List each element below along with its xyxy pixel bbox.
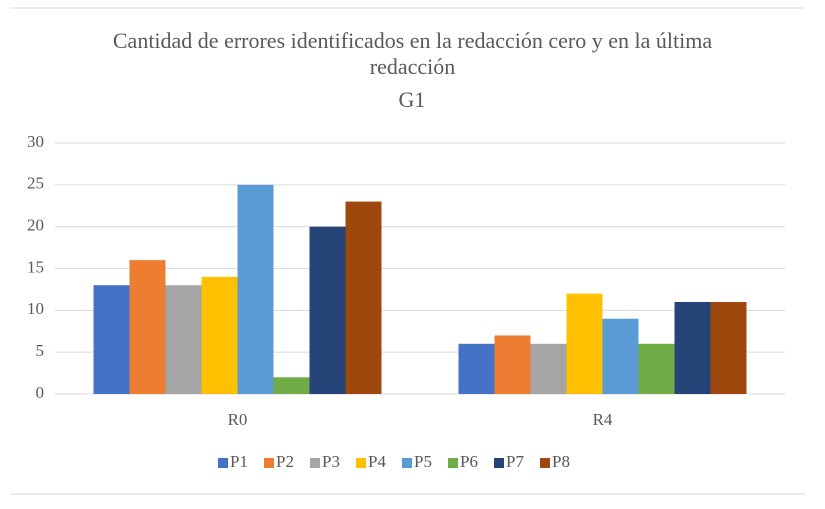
- legend-label: P1: [230, 452, 248, 471]
- bar: [494, 335, 531, 394]
- chart-title: Cantidad de errores identificados en la …: [112, 28, 713, 79]
- legend-swatch: [494, 458, 504, 468]
- y-tick-label: 30: [27, 132, 44, 151]
- legend-swatch: [264, 458, 274, 468]
- bar: [237, 184, 274, 394]
- legend-label: P6: [460, 452, 478, 471]
- bar: [165, 285, 202, 394]
- y-tick-label: 5: [36, 341, 45, 360]
- bar: [530, 343, 567, 394]
- x-tick-label: R4: [593, 410, 613, 429]
- bar: [309, 226, 346, 394]
- legend-swatch: [540, 458, 550, 468]
- y-tick-label: 20: [27, 216, 44, 235]
- legend-label: P8: [552, 452, 570, 471]
- bar: [710, 301, 747, 394]
- y-tick-label: 15: [27, 257, 44, 276]
- y-tick-label: 0: [36, 383, 45, 402]
- title-box: Cantidad de errores identificados en la …: [112, 28, 713, 79]
- bar: [638, 343, 675, 394]
- legend-swatch: [218, 458, 228, 468]
- y-tick-label: 25: [27, 174, 44, 193]
- bar: [201, 276, 238, 394]
- bar: [674, 301, 711, 394]
- bar: [345, 201, 382, 394]
- legend-swatch: [310, 458, 320, 468]
- legend-label: P4: [368, 452, 386, 471]
- bar: [566, 293, 603, 394]
- legend-swatch: [356, 458, 366, 468]
- legend-swatch: [402, 458, 412, 468]
- x-tick-label: R0: [228, 410, 248, 429]
- bar: [93, 285, 130, 394]
- y-tick-label: 10: [27, 299, 44, 318]
- bar: [129, 260, 166, 394]
- bar: [458, 343, 495, 394]
- legend-swatch: [448, 458, 458, 468]
- bar: [602, 318, 639, 394]
- legend-label: P7: [506, 452, 524, 471]
- legend-label: P3: [322, 452, 340, 471]
- legend-label: P5: [414, 452, 432, 471]
- chart-subtitle: G1: [399, 87, 426, 112]
- bar: [273, 377, 310, 394]
- legend-label: P2: [276, 452, 294, 471]
